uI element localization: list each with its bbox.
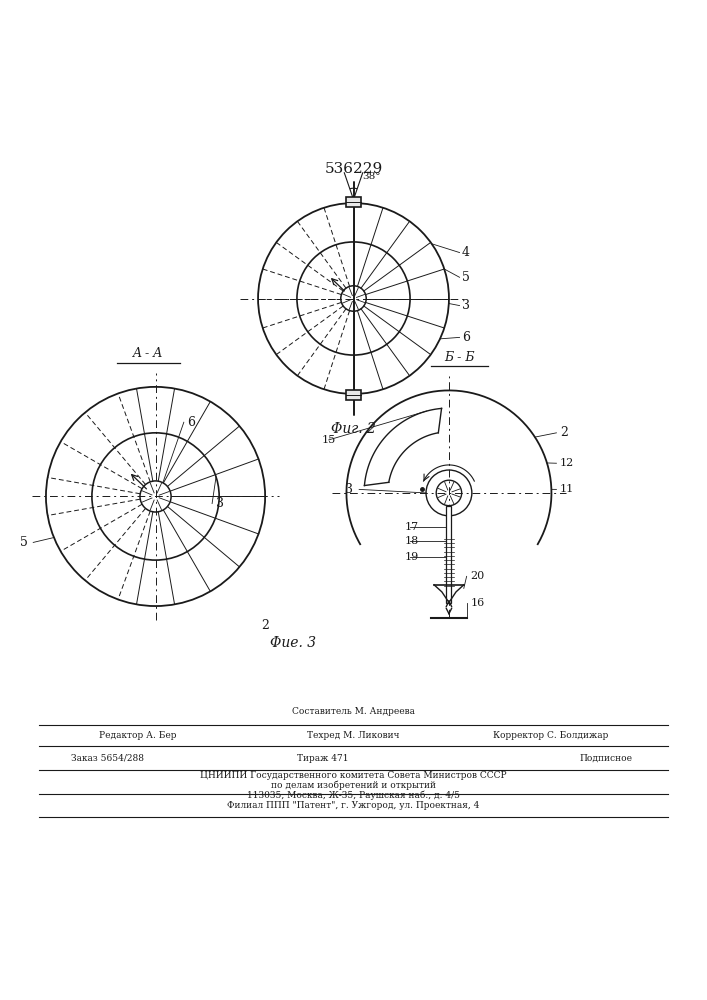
Text: Б - Б: Б - Б: [444, 351, 475, 364]
Text: Φие. 3: Φие. 3: [270, 636, 317, 650]
Text: Подписное: Подписное: [580, 754, 633, 763]
Text: 19: 19: [405, 552, 419, 562]
Text: A - A: A - A: [134, 347, 163, 360]
Text: 6: 6: [462, 331, 469, 344]
Bar: [447, 506, 452, 603]
Text: Техред М. Ликович: Техред М. Ликович: [308, 731, 399, 740]
Text: Корректор С. Болдижар: Корректор С. Болдижар: [493, 731, 608, 740]
Text: 536229: 536229: [325, 162, 382, 176]
Text: 2: 2: [560, 426, 568, 439]
Text: 17: 17: [405, 522, 419, 532]
Text: 38°: 38°: [362, 172, 380, 181]
Text: Филиал ППП "Патент", г. Ужгород, ул. Проектная, 4: Филиал ППП "Патент", г. Ужгород, ул. Про…: [228, 801, 479, 810]
Text: Φиг. 2: Φиг. 2: [331, 422, 376, 436]
Text: 15: 15: [322, 435, 336, 445]
Text: 16: 16: [470, 598, 484, 608]
Text: Редактор А. Бер: Редактор А. Бер: [99, 731, 177, 740]
Text: 12: 12: [560, 458, 574, 468]
Text: Тираж 471: Тираж 471: [297, 754, 349, 763]
Text: 2: 2: [262, 619, 269, 632]
Text: 3: 3: [346, 483, 354, 496]
Text: 20: 20: [470, 571, 484, 581]
Bar: [346, 390, 361, 400]
Text: 3: 3: [462, 299, 469, 312]
Text: Заказ 5654/288: Заказ 5654/288: [71, 754, 144, 763]
Text: Составитель М. Андреева: Составитель М. Андреева: [292, 707, 415, 716]
Text: 3: 3: [216, 497, 223, 510]
Text: 6: 6: [187, 416, 195, 429]
Text: 4: 4: [462, 246, 469, 259]
Text: 5: 5: [462, 271, 469, 284]
Text: 113035, Москва, Ж-35, Раушская наб., д. 4/5: 113035, Москва, Ж-35, Раушская наб., д. …: [247, 790, 460, 800]
Text: 5: 5: [21, 536, 28, 549]
Text: ЦНИИПИ Государственного комитета Совета Министров СССР: ЦНИИПИ Государственного комитета Совета …: [200, 771, 507, 780]
Text: 11: 11: [560, 484, 574, 494]
Text: по делам изобретений и открытий: по делам изобретений и открытий: [271, 781, 436, 790]
Text: 18: 18: [405, 536, 419, 546]
Bar: [346, 197, 361, 207]
